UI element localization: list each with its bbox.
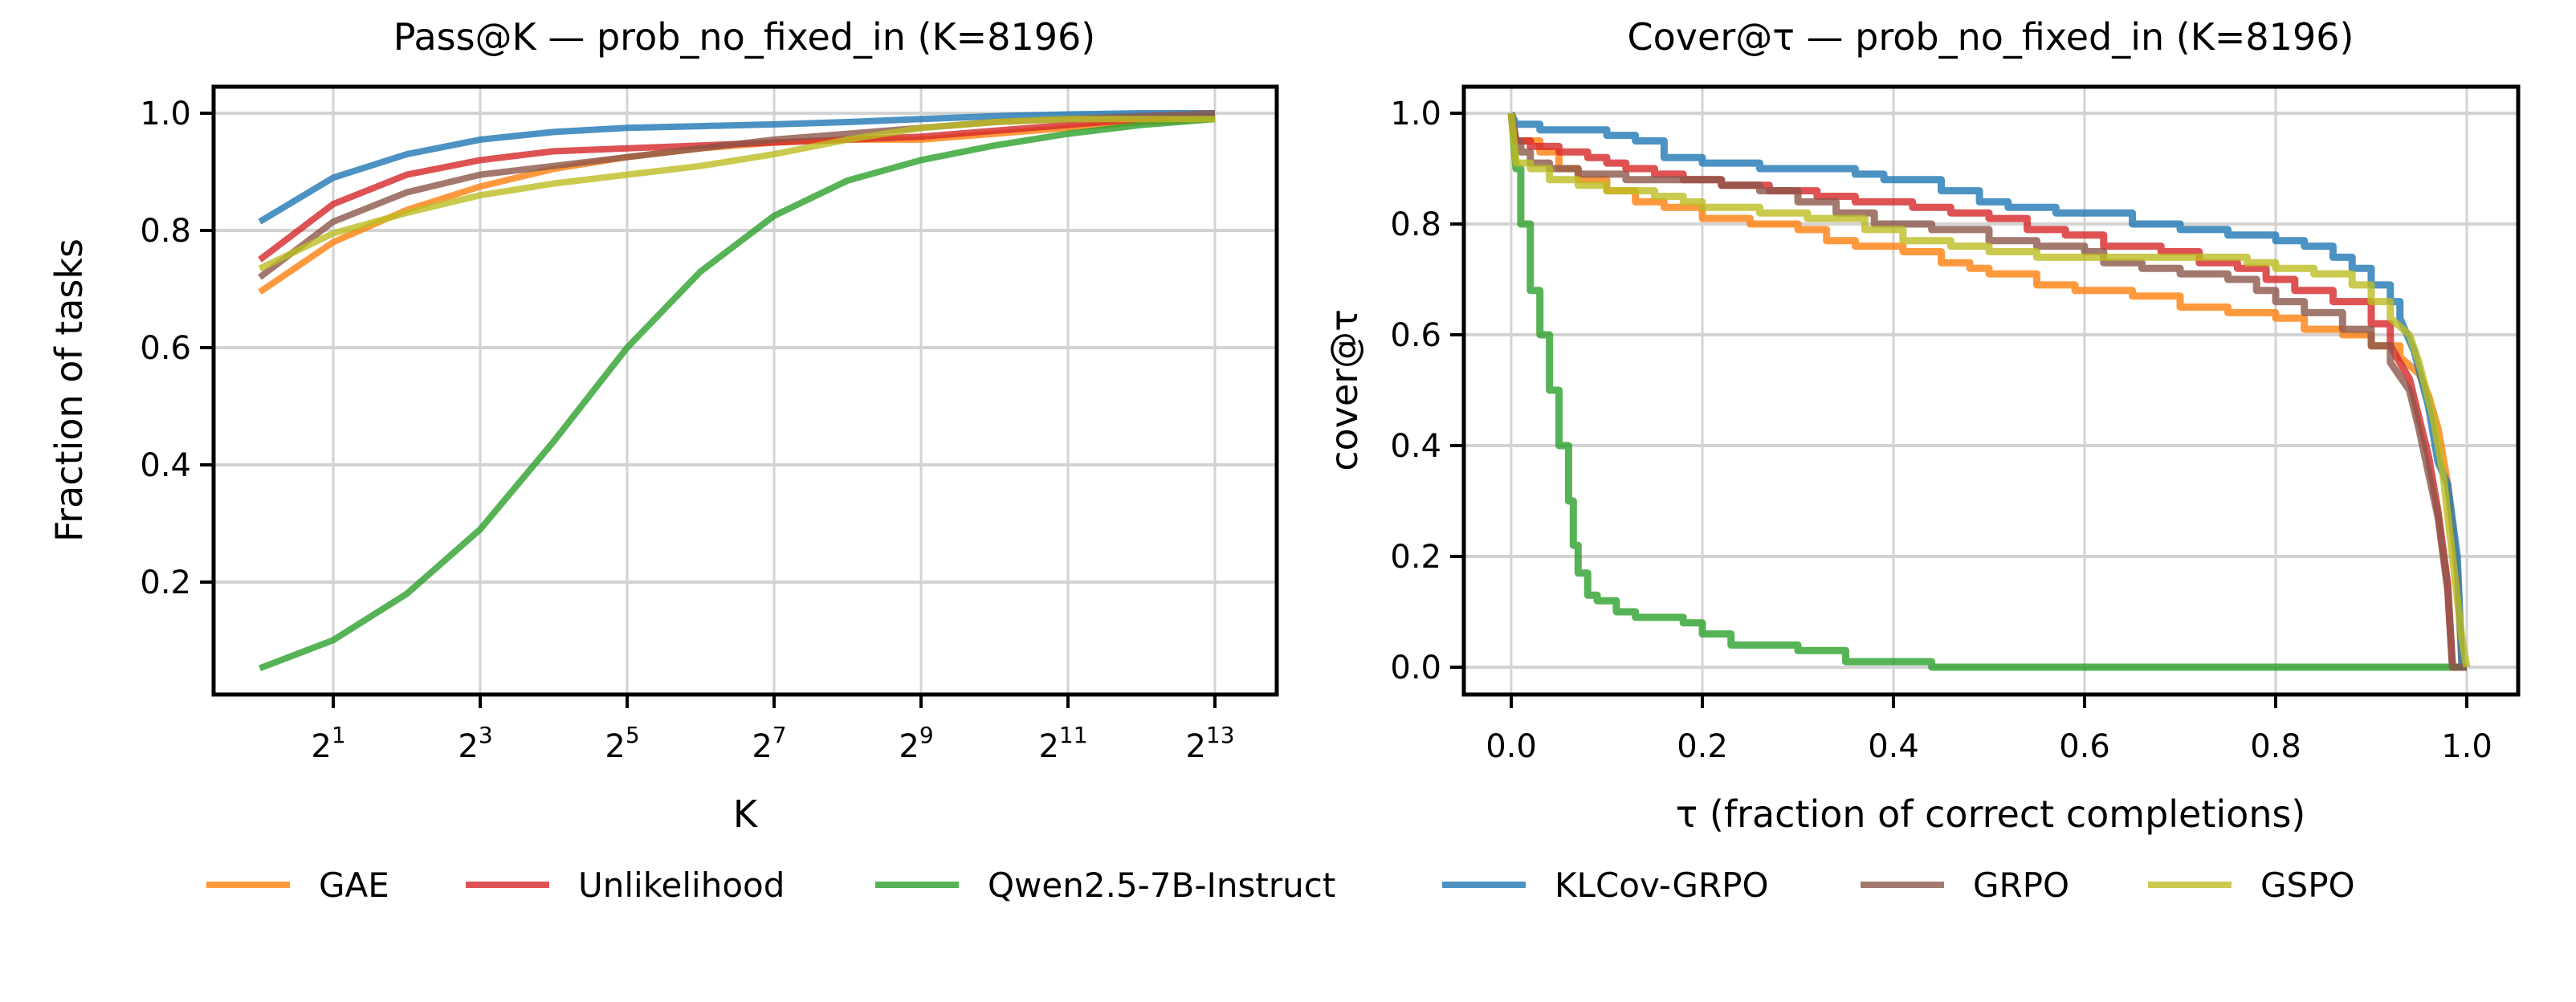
legend-item-unlikelihood: Unlikelihood	[466, 866, 785, 905]
cover-at-tau-panel: Cover@τ — prob_no_fixed_in (K=8196) 0.0 0…	[1323, 15, 2521, 836]
cover-at-tau-grid	[1464, 87, 2518, 694]
pass-at-k-line-grpo	[258, 110, 1216, 280]
cover-at-tau-title: Cover@τ — prob_no_fixed_in (K=8196)	[1628, 15, 2354, 59]
pass-at-k-x-label: K	[733, 792, 759, 836]
legend-label: KLCov-GRPO	[1555, 866, 1769, 905]
y-tick-label: 0.8	[1390, 206, 1441, 243]
pass-at-k-y-ticks: 0.2 0.4 0.6 0.8 1.0	[140, 96, 214, 601]
legend-item-gae: GAE	[206, 866, 389, 905]
legend: GAE Unlikelihood Qwen2.5-7B-Instruct KLCov-…	[206, 866, 2355, 905]
x-tick-label: 0.0	[1486, 728, 1537, 765]
x-tick-label: 0.6	[2059, 728, 2110, 765]
cover-at-tau-x-ticks: 0.0 0.2 0.4 0.6 0.8 1.0	[1486, 694, 2492, 765]
x-tick-label: 0.8	[2250, 728, 2301, 765]
pass-at-k-grid	[214, 87, 1277, 694]
y-tick-label: 0.4	[1390, 428, 1441, 465]
pass-at-k-y-label: Fraction of tasks	[47, 238, 91, 542]
pass-at-k-x-ticks: 21 23 25 27 29 211 213	[311, 694, 1235, 765]
y-tick-label: 0.4	[140, 447, 191, 484]
x-tick-label: 213	[1185, 722, 1234, 765]
x-tick-label: 25	[605, 722, 639, 765]
pass-at-k-line-qwen2-5-7b-instruct	[259, 116, 1216, 672]
cover-at-tau-y-label: cover@τ	[1323, 309, 1366, 471]
pass-at-k-line-klcov-grpo	[258, 110, 1215, 225]
cover-at-tau-line-unlikelihood	[1507, 112, 2467, 671]
legend-item-klcov-grpo: KLCov-GRPO	[1442, 866, 1769, 905]
y-tick-label: 0.8	[140, 213, 191, 250]
x-tick-label: 23	[458, 722, 492, 765]
cover-at-tau-line-qwen2-5-7b-instruct	[1507, 112, 2467, 671]
cover-at-tau-axes-frame	[1461, 84, 2521, 697]
y-tick-label: 1.0	[1390, 96, 1441, 132]
legend-label: GAE	[319, 866, 389, 905]
cover-at-tau-line-gspo	[1507, 112, 2471, 668]
x-tick-label: 0.2	[1677, 728, 1728, 765]
legend-item-grpo: GRPO	[1861, 866, 2069, 905]
x-tick-label: 29	[899, 722, 933, 765]
y-tick-label: 1.0	[140, 96, 191, 132]
y-tick-label: 0.2	[1390, 539, 1441, 576]
legend-label: GSPO	[2260, 866, 2355, 905]
y-tick-label: 0.6	[140, 330, 191, 367]
cover-at-tau-line-grpo	[1507, 112, 2467, 671]
legend-label: GRPO	[1973, 866, 2069, 905]
legend-item-qwen2-5-7b-instruct: Qwen2.5-7B-Instruct	[875, 866, 1335, 905]
y-tick-label: 0.0	[1390, 650, 1441, 686]
legend-item-gspo: GSPO	[2148, 866, 2355, 905]
pass-at-k-axes-frame	[211, 84, 1279, 697]
cover-at-tau-lines	[1507, 112, 2471, 671]
pass-at-k-line-unlikelihood	[258, 112, 1216, 263]
cover-at-tau-y-ticks: 0.0 0.2 0.4 0.6 0.8 1.0	[1390, 96, 1464, 686]
x-tick-label: 21	[311, 722, 345, 765]
y-tick-label: 0.6	[1390, 317, 1441, 354]
pass-at-k-lines	[258, 110, 1216, 672]
pass-at-k-title: Pass@K — prob_no_fixed_in (K=8196)	[393, 15, 1095, 59]
y-tick-label: 0.2	[140, 564, 191, 601]
legend-label: Qwen2.5-7B-Instruct	[988, 866, 1335, 905]
pass-at-k-panel: Pass@K — prob_no_fixed_in (K=8196) 21 23 2…	[47, 15, 1279, 836]
x-tick-label: 27	[752, 722, 786, 765]
legend-label: Unlikelihood	[578, 866, 785, 905]
pass-at-k-line-gspo	[258, 116, 1215, 272]
x-tick-label: 211	[1038, 722, 1087, 765]
x-tick-label: 0.4	[1868, 728, 1919, 765]
cover-at-tau-x-label: τ (fraction of correct completions)	[1676, 792, 2306, 836]
x-tick-label: 1.0	[2441, 728, 2492, 765]
